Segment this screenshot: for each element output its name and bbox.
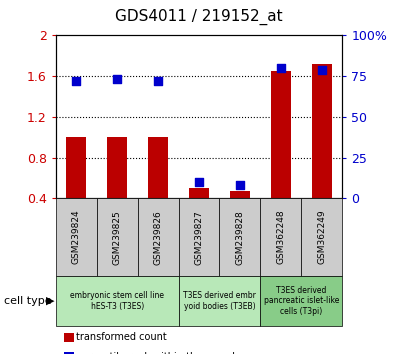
Point — [319, 67, 325, 73]
Point — [114, 76, 120, 82]
Text: percentile rank within the sample: percentile rank within the sample — [76, 352, 242, 354]
Bar — [148, 137, 168, 198]
Text: GDS4011 / 219152_at: GDS4011 / 219152_at — [115, 8, 283, 25]
Text: GSM239828: GSM239828 — [236, 210, 244, 264]
Text: transformed count: transformed count — [76, 332, 167, 342]
Bar — [107, 137, 127, 198]
Text: ▶: ▶ — [46, 296, 54, 306]
Bar — [312, 64, 332, 198]
Text: GSM239826: GSM239826 — [154, 210, 162, 264]
Bar — [271, 71, 291, 198]
Bar — [230, 191, 250, 198]
Point — [73, 78, 79, 84]
Text: GSM239825: GSM239825 — [113, 210, 122, 264]
Text: GSM362248: GSM362248 — [276, 210, 285, 264]
Point — [237, 182, 243, 188]
Text: GSM362249: GSM362249 — [317, 210, 326, 264]
Text: GSM239827: GSM239827 — [195, 210, 203, 264]
Point — [278, 65, 284, 71]
Text: embryonic stem cell line
hES-T3 (T3ES): embryonic stem cell line hES-T3 (T3ES) — [70, 291, 164, 310]
Text: T3ES derived embr
yoid bodies (T3EB): T3ES derived embr yoid bodies (T3EB) — [183, 291, 256, 310]
Text: cell type: cell type — [4, 296, 52, 306]
Point — [196, 179, 202, 185]
Text: GSM239824: GSM239824 — [72, 210, 81, 264]
Point — [155, 78, 161, 84]
Bar — [189, 188, 209, 198]
Text: T3ES derived
pancreatic islet-like
cells (T3pi): T3ES derived pancreatic islet-like cells… — [263, 286, 339, 316]
Bar — [66, 137, 86, 198]
